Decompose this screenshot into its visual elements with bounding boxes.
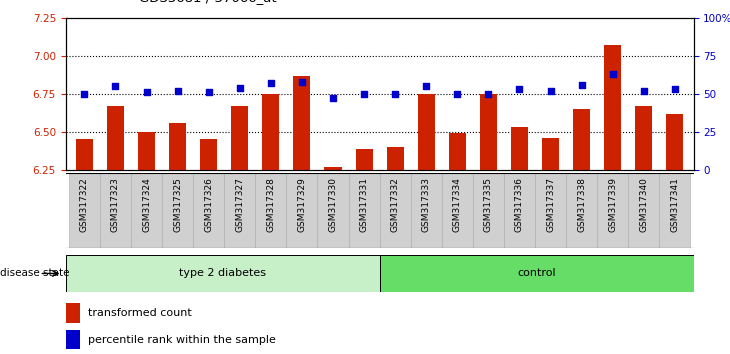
Bar bbox=[66, 303, 80, 323]
Text: GSM317324: GSM317324 bbox=[142, 177, 151, 232]
Text: GSM317331: GSM317331 bbox=[360, 177, 369, 232]
Text: GSM317330: GSM317330 bbox=[328, 177, 337, 232]
Point bbox=[327, 96, 339, 101]
Bar bbox=[193, 173, 224, 248]
Bar bbox=[138, 132, 155, 170]
Point bbox=[358, 91, 370, 97]
Text: GSM317329: GSM317329 bbox=[297, 177, 307, 232]
Bar bbox=[659, 173, 691, 248]
Text: GSM317335: GSM317335 bbox=[484, 177, 493, 232]
Bar bbox=[473, 173, 504, 248]
Bar bbox=[542, 138, 559, 170]
Point bbox=[389, 91, 401, 97]
Bar bbox=[162, 173, 193, 248]
Point bbox=[203, 90, 215, 95]
Bar bbox=[66, 255, 380, 292]
Bar bbox=[597, 173, 629, 248]
Point bbox=[172, 88, 183, 93]
Bar bbox=[566, 173, 597, 248]
Bar bbox=[262, 94, 280, 170]
Point bbox=[296, 79, 308, 85]
Point bbox=[545, 88, 556, 93]
Bar bbox=[76, 139, 93, 170]
Point bbox=[576, 82, 588, 87]
Bar bbox=[131, 173, 162, 248]
Bar bbox=[69, 173, 100, 248]
Text: GSM317334: GSM317334 bbox=[453, 177, 462, 232]
Bar bbox=[66, 330, 80, 349]
Bar bbox=[629, 173, 659, 248]
Point bbox=[514, 86, 526, 92]
Bar bbox=[324, 167, 342, 170]
Bar bbox=[442, 173, 473, 248]
Bar bbox=[169, 123, 186, 170]
Bar bbox=[418, 94, 435, 170]
Text: GDS3681 / 37066_at: GDS3681 / 37066_at bbox=[139, 0, 277, 4]
Text: GSM317339: GSM317339 bbox=[608, 177, 617, 232]
Text: GSM317328: GSM317328 bbox=[266, 177, 275, 232]
Point bbox=[420, 83, 432, 89]
Bar bbox=[293, 75, 310, 170]
Bar bbox=[231, 106, 248, 170]
Text: GSM317323: GSM317323 bbox=[111, 177, 120, 232]
Bar bbox=[449, 133, 466, 170]
Bar bbox=[380, 255, 694, 292]
Bar bbox=[286, 173, 318, 248]
Text: GSM317340: GSM317340 bbox=[639, 177, 648, 232]
Bar bbox=[480, 94, 497, 170]
Bar bbox=[356, 149, 372, 170]
Point bbox=[638, 88, 650, 93]
Text: GSM317322: GSM317322 bbox=[80, 177, 89, 232]
Point bbox=[234, 85, 245, 91]
Text: GSM317341: GSM317341 bbox=[670, 177, 680, 232]
Bar bbox=[387, 147, 404, 170]
Text: GSM317326: GSM317326 bbox=[204, 177, 213, 232]
Text: GSM317333: GSM317333 bbox=[422, 177, 431, 232]
Bar bbox=[255, 173, 286, 248]
Point bbox=[483, 91, 494, 97]
Bar bbox=[100, 173, 131, 248]
Point bbox=[451, 91, 463, 97]
Bar bbox=[318, 173, 348, 248]
Bar bbox=[348, 173, 380, 248]
Bar bbox=[511, 127, 528, 170]
Bar bbox=[635, 106, 653, 170]
Bar bbox=[380, 173, 411, 248]
Point bbox=[110, 83, 121, 89]
Bar bbox=[666, 114, 683, 170]
Bar bbox=[107, 106, 124, 170]
Text: GSM317325: GSM317325 bbox=[173, 177, 182, 232]
Point bbox=[607, 71, 618, 77]
Text: percentile rank within the sample: percentile rank within the sample bbox=[88, 335, 275, 345]
Point bbox=[141, 90, 153, 95]
Text: disease state: disease state bbox=[0, 268, 69, 279]
Text: type 2 diabetes: type 2 diabetes bbox=[179, 268, 266, 279]
Point bbox=[265, 80, 277, 86]
Text: GSM317336: GSM317336 bbox=[515, 177, 524, 232]
Text: GSM317337: GSM317337 bbox=[546, 177, 555, 232]
Text: GSM317332: GSM317332 bbox=[391, 177, 399, 232]
Text: transformed count: transformed count bbox=[88, 308, 191, 318]
Bar bbox=[535, 173, 566, 248]
Point bbox=[79, 91, 91, 97]
Bar bbox=[604, 45, 621, 170]
Text: GSM317327: GSM317327 bbox=[235, 177, 245, 232]
Bar bbox=[411, 173, 442, 248]
Text: control: control bbox=[518, 268, 556, 279]
Text: GSM317338: GSM317338 bbox=[577, 177, 586, 232]
Bar bbox=[200, 139, 218, 170]
Bar bbox=[573, 109, 590, 170]
Bar bbox=[224, 173, 255, 248]
Point bbox=[669, 86, 680, 92]
Bar bbox=[504, 173, 535, 248]
